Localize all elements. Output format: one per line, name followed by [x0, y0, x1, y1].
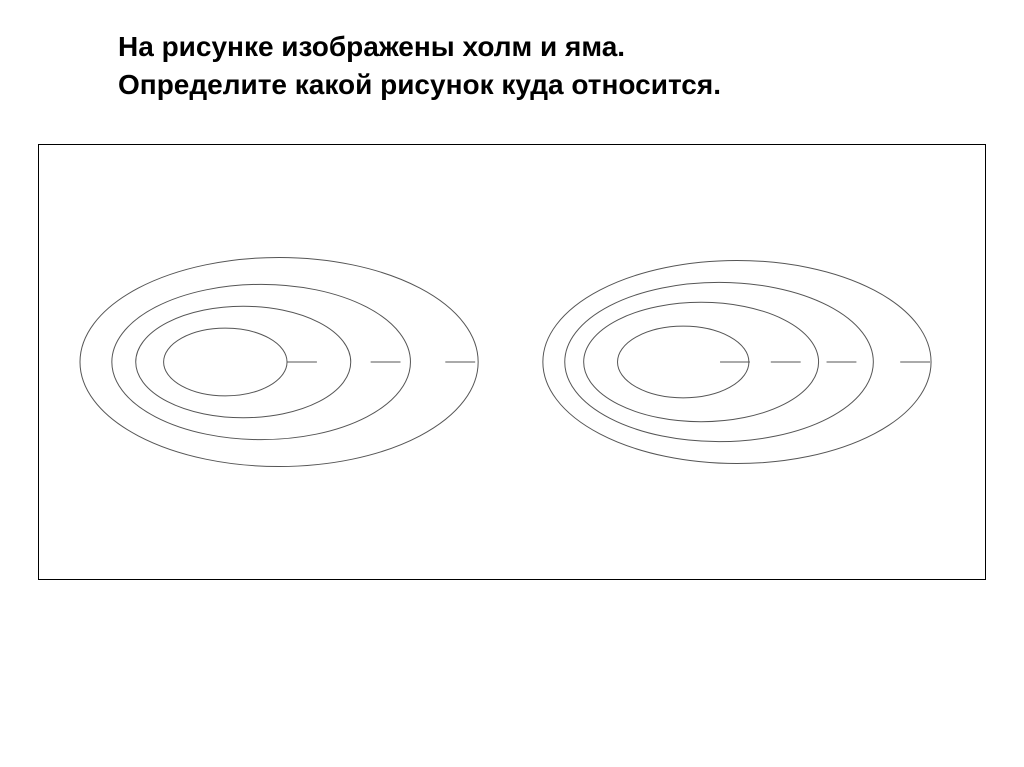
- contour-diagram-svg: [39, 145, 985, 579]
- contour-ellipse: [80, 257, 478, 466]
- page-title: На рисунке изображены холм и яма. Опреде…: [118, 28, 918, 104]
- contour-ellipse: [112, 284, 411, 439]
- title-line-2: Определите какой рисунок куда относится.: [118, 69, 721, 100]
- page-root: На рисунке изображены холм и яма. Опреде…: [0, 0, 1024, 767]
- contour-ellipse: [136, 306, 351, 417]
- contour-ellipse: [164, 328, 287, 396]
- left-contour-set: [80, 257, 478, 466]
- right-contour-set: [543, 260, 931, 463]
- diagram-box: [38, 144, 986, 580]
- title-line-1: На рисунке изображены холм и яма.: [118, 31, 625, 62]
